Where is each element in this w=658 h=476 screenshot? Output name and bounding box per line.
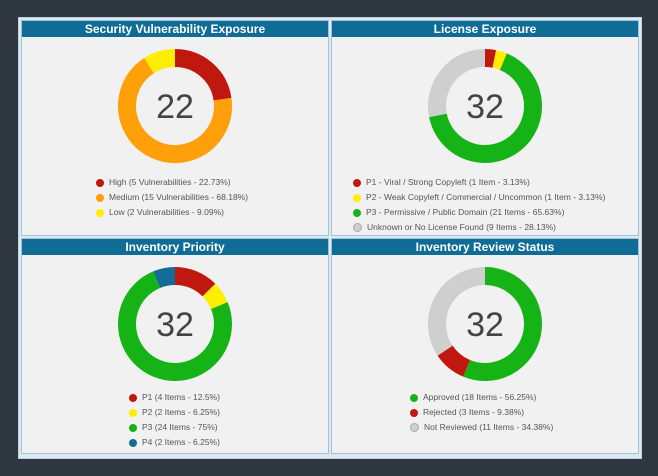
legend: Approved (18 Items - 56.25%) Rejected (3 …: [410, 390, 553, 435]
center-total: 22: [156, 88, 194, 126]
legend-marker-icon: [129, 408, 137, 417]
donut-chart: 22: [118, 49, 232, 163]
legend-item[interactable]: Medium (15 Vulnerabilities - 68.18%): [96, 190, 248, 205]
panel-priority: Inventory Priority 32 P1 (4 Items - 12.5%…: [21, 238, 329, 454]
legend-item[interactable]: Unknown or No License Found (9 Items - 2…: [353, 220, 605, 235]
donut-slice[interactable]: [492, 50, 507, 71]
legend-item[interactable]: Approved (18 Items - 56.25%): [410, 390, 553, 405]
panel-security: Security Vulnerability Exposure 22 High (…: [21, 20, 329, 236]
donut-slice[interactable]: [174, 267, 216, 297]
donut-chart: 32: [428, 267, 542, 381]
center-total: 32: [156, 306, 194, 344]
legend-label: P1 (4 Items - 12.5%): [142, 392, 220, 402]
legend-label: Medium (15 Vulnerabilities - 68.18%): [109, 192, 249, 202]
legend-marker-icon: [129, 423, 137, 432]
donut-chart: 32: [118, 267, 232, 381]
donut-slice[interactable]: [202, 283, 228, 310]
panel-title: Inventory Review Status: [332, 239, 638, 255]
donut-slice[interactable]: [428, 267, 486, 356]
legend-marker-icon: [353, 208, 361, 217]
center-total: 32: [466, 88, 504, 126]
legend-label: P3 - Permissive / Public Domain (21 Item…: [366, 207, 565, 217]
legend-marker-icon: [410, 393, 418, 402]
donut-slice[interactable]: [428, 49, 486, 118]
donut-slice[interactable]: [437, 345, 471, 377]
panel-title: Security Vulnerability Exposure: [22, 21, 328, 37]
panel-title: License Exposure: [332, 21, 638, 37]
legend-label: P3 (24 Items - 75%): [142, 422, 218, 432]
legend-marker-icon: [129, 438, 137, 447]
legend-label: P2 (2 Items - 6.25%): [142, 407, 220, 417]
legend-item[interactable]: P4 (2 Items - 6.25%): [129, 435, 220, 450]
legend-item[interactable]: P3 - Permissive / Public Domain (21 Item…: [353, 205, 605, 220]
legend-label: Unknown or No License Found (9 Items - 2…: [367, 222, 556, 232]
legend: High (5 Vulnerabilities - 22.73%) Medium …: [96, 175, 248, 220]
legend-label: Approved (18 Items - 56.25%): [423, 392, 537, 402]
legend-marker-icon: [96, 208, 104, 217]
center-total: 32: [466, 306, 504, 344]
donut-slice[interactable]: [118, 271, 232, 381]
legend-label: P2 - Weak Copyleft / Commercial / Uncomm…: [366, 192, 606, 202]
legend-marker-icon: [96, 193, 104, 202]
legend-label: P1 - Viral / Strong Copyleft (1 Item - 3…: [366, 177, 530, 187]
legend-item[interactable]: P2 - Weak Copyleft / Commercial / Uncomm…: [353, 190, 605, 205]
legend-item[interactable]: Not Reviewed (11 Items - 34.38%): [410, 420, 553, 435]
donut-chart: 32: [428, 49, 542, 163]
legend-item[interactable]: P2 (2 Items - 6.25%): [129, 405, 220, 420]
donut-slice[interactable]: [144, 49, 176, 74]
legend-item[interactable]: Rejected (3 Items - 9.38%): [410, 405, 553, 420]
donut-slice[interactable]: [118, 58, 232, 163]
donut-slice[interactable]: [174, 49, 232, 101]
panel-license: License Exposure 32 P1 - Viral / Strong C…: [331, 20, 639, 236]
legend-item[interactable]: High (5 Vulnerabilities - 22.73%): [96, 175, 248, 190]
legend-label: High (5 Vulnerabilities - 22.73%): [109, 177, 231, 187]
donut-slice[interactable]: [484, 49, 497, 68]
legend-label: P4 (2 Items - 6.25%): [142, 437, 220, 447]
donut-slice[interactable]: [153, 267, 176, 289]
legend-label: Low (2 Vulnerabilities - 9.09%): [109, 207, 224, 217]
panel-review: Inventory Review Status 32 Approved (18 I…: [331, 238, 639, 454]
panel-title: Inventory Priority: [22, 239, 328, 255]
legend-marker-icon: [353, 223, 362, 232]
legend-marker-icon: [410, 408, 418, 417]
legend-marker-icon: [353, 178, 361, 187]
legend-label: Not Reviewed (11 Items - 34.38%): [424, 422, 554, 432]
donut-slice[interactable]: [429, 53, 542, 163]
legend-item[interactable]: P3 (24 Items - 75%): [129, 420, 220, 435]
legend-marker-icon: [353, 193, 361, 202]
legend-marker-icon: [96, 178, 104, 187]
legend-marker-icon: [129, 393, 137, 402]
legend-item[interactable]: P1 (4 Items - 12.5%): [129, 390, 220, 405]
donut-slice[interactable]: [463, 267, 542, 381]
legend-item[interactable]: Low (2 Vulnerabilities - 9.09%): [96, 205, 248, 220]
legend: P1 (4 Items - 12.5%) P2 (2 Items - 6.25%)…: [129, 390, 220, 450]
legend: P1 - Viral / Strong Copyleft (1 Item - 3…: [353, 175, 605, 235]
legend-label: Rejected (3 Items - 9.38%): [423, 407, 525, 417]
legend-item[interactable]: P1 - Viral / Strong Copyleft (1 Item - 3…: [353, 175, 605, 190]
legend-marker-icon: [410, 423, 419, 432]
